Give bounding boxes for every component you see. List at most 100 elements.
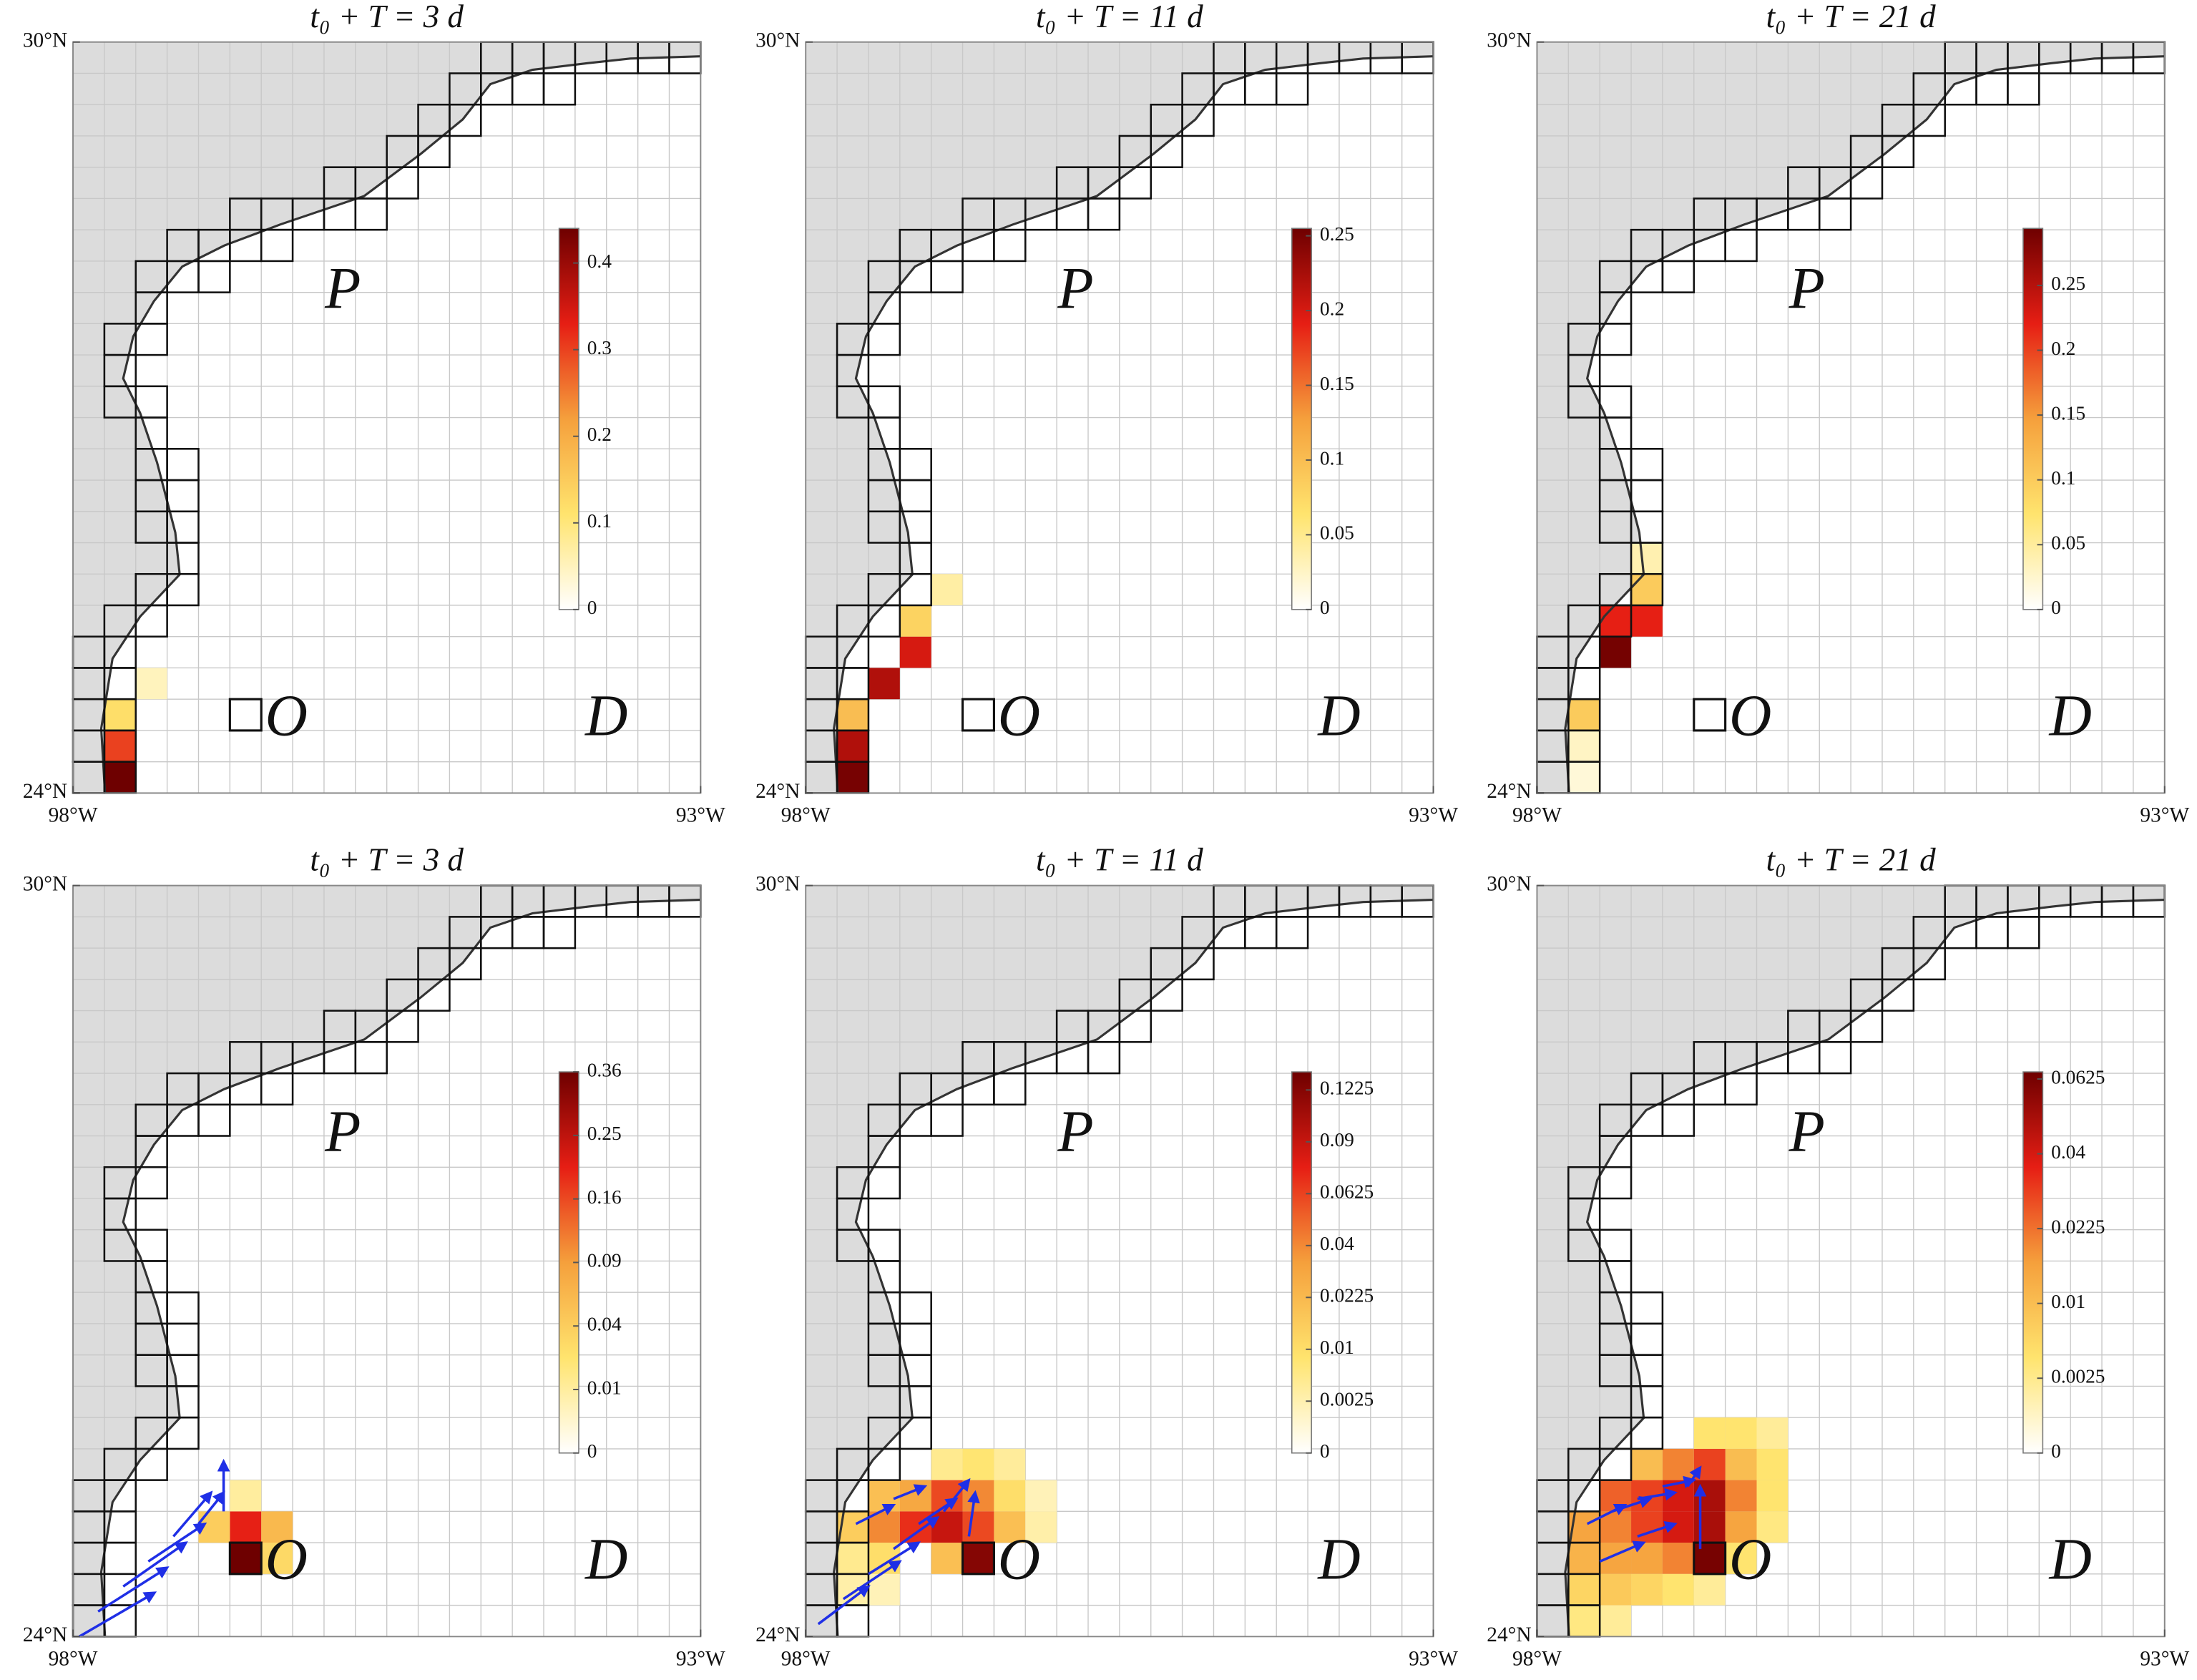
colorbar-tick-label: 0.05	[1320, 522, 1354, 544]
colorbar	[1291, 228, 1312, 610]
x-tick-label: 93°W	[676, 804, 725, 826]
y-tick-label: 24°N	[755, 780, 800, 803]
heat-cell	[1600, 1511, 1632, 1543]
colorbar-tick-label: 0.01	[2051, 1291, 2085, 1312]
heat-cell	[230, 1511, 262, 1543]
colorbar-tick-label: 0.25	[2051, 273, 2085, 294]
heat-cell	[261, 1543, 293, 1574]
colorbar-tick-label: 0.15	[1320, 373, 1354, 394]
coastal-box	[134, 1447, 168, 1481]
heat-cell	[1725, 1480, 1757, 1512]
heat-cell	[1662, 1448, 1694, 1480]
coastal-box	[166, 1416, 200, 1450]
coastline	[1564, 899, 2165, 1637]
heat-cell	[1631, 542, 1663, 575]
heat-cell	[837, 761, 868, 793]
heat-cell	[1600, 1573, 1632, 1606]
colorbar-tick-label: 0.36	[587, 1059, 622, 1080]
map-frame	[72, 41, 702, 794]
x-tick-label: 93°W	[2140, 804, 2189, 826]
heat-cell	[1662, 1543, 1694, 1574]
coastal-box	[993, 228, 1027, 263]
coastal-box	[867, 1166, 901, 1200]
heat-cell	[1693, 1543, 1726, 1574]
coastal-box	[1881, 978, 1915, 1012]
heat-cell	[1662, 1573, 1694, 1606]
map-panel: 98°W 93°W 24°N 30°N t₀ + T = 3 d P O D 0 0.1 0.2 0.…	[23, 0, 725, 826]
heat-cell	[931, 1448, 963, 1480]
colorbar-tick-label: 0.0625	[1320, 1181, 1374, 1203]
heat-cell	[104, 730, 136, 762]
colorbar-tick-label: 0.0025	[1320, 1389, 1374, 1410]
heat-cell	[1756, 1480, 1789, 1512]
flow-arrow	[893, 1484, 928, 1500]
colorbar-tick-label: 0.04	[1320, 1233, 1354, 1254]
region-label: P	[1057, 255, 1093, 321]
panel-title: t₀ + T = 3 d	[310, 0, 464, 34]
panel-title: t₀ + T = 11 d	[1036, 842, 1203, 878]
coastal-box	[1150, 135, 1183, 168]
coastal-box	[899, 572, 932, 607]
colorbar	[558, 228, 579, 610]
heat-cell	[1568, 1605, 1600, 1637]
origin-box	[1693, 698, 1727, 732]
x-tick-label: 98°W	[781, 1647, 831, 1670]
coastal-box	[542, 916, 577, 949]
region-label: O	[1729, 683, 1771, 748]
colorbar-tick-label: 0.16	[587, 1186, 622, 1208]
coastal-box	[1275, 72, 1309, 106]
heat-cell	[1568, 1543, 1600, 1574]
heat-cell	[868, 1480, 900, 1512]
coastal-box	[1849, 166, 1884, 200]
y-tick-label: 30°N	[1487, 29, 1531, 52]
region-label: O	[998, 683, 1040, 748]
x-tick-label: 98°W	[781, 804, 831, 826]
colorbar-tick-label: 0.0225	[1320, 1285, 1374, 1307]
heat-cell	[1725, 1417, 1757, 1449]
colorbar-tick-label: 0.3	[587, 337, 612, 358]
colorbar-tick-label: 0.25	[587, 1123, 622, 1144]
coastal-box	[1661, 260, 1696, 293]
flow-arrow	[172, 1490, 213, 1538]
heat-cell	[1693, 1511, 1726, 1543]
coastal-box	[1087, 197, 1121, 231]
coastal-box	[867, 1447, 901, 1481]
flow-arrow	[78, 1591, 157, 1638]
coastline	[833, 55, 1434, 793]
coastal-box	[1150, 978, 1183, 1012]
coastal-box	[449, 103, 482, 137]
heat-cell	[994, 1448, 1026, 1480]
y-tick-label: 24°N	[23, 1623, 67, 1646]
coastal-box	[417, 135, 451, 168]
heat-cell	[1600, 605, 1632, 637]
heat-cell	[1756, 1448, 1789, 1480]
colorbar-tick-label: 0.4	[587, 250, 612, 272]
colorbar-tick-label: 0	[2051, 597, 2061, 618]
region-label: P	[1057, 1099, 1093, 1164]
heat-cell	[1025, 1480, 1057, 1512]
region-label: D	[1317, 683, 1360, 748]
flow-arrow	[842, 1560, 902, 1601]
map-frame	[72, 884, 702, 1638]
coastal-box	[166, 572, 200, 607]
y-tick-label: 30°N	[755, 29, 800, 52]
region-label: D	[2048, 683, 2091, 748]
heat-cell	[931, 574, 963, 605]
coastal-box	[134, 323, 168, 356]
colorbar-tick-label: 0	[1320, 1440, 1330, 1462]
flow-arrow	[147, 1522, 207, 1563]
coastal-box	[2007, 72, 2040, 106]
flow-arrow	[1637, 1488, 1678, 1501]
colorbar-tick-label: 0.04	[587, 1314, 622, 1335]
map-panel: 98°W 93°W 24°N 30°N t₀ + T = 11 d P O D 0 0.0025 0…	[755, 842, 1458, 1671]
coastal-box	[260, 1072, 294, 1106]
coastal-box	[417, 978, 451, 1012]
coastal-box	[260, 228, 294, 263]
heat-cell	[962, 1480, 994, 1512]
heat-cell	[1631, 1448, 1663, 1480]
heat-cell	[899, 605, 931, 637]
heat-cell	[104, 761, 136, 793]
x-tick-label: 98°W	[1512, 804, 1562, 826]
